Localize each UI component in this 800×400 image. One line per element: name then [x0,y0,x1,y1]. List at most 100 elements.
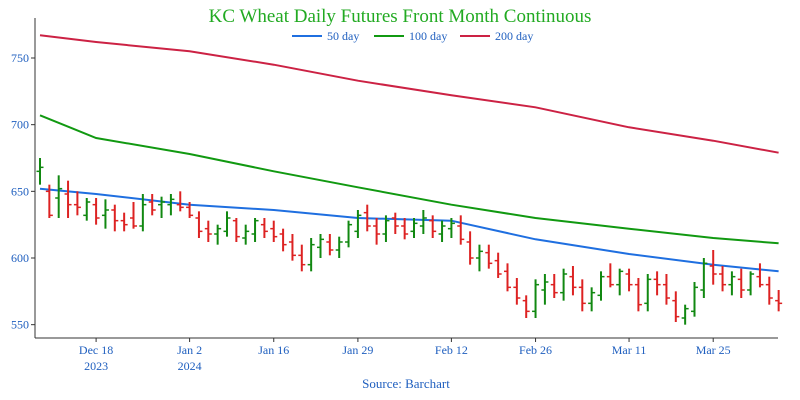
ohlc-bar [214,224,222,245]
ohlc-bar [345,220,353,248]
ohlc-bar [588,287,596,312]
x-tick-label: Feb 12 [435,343,468,357]
ohlc-bar [457,215,465,245]
ohlc-bar [55,175,63,218]
ohlc-bar [625,268,633,292]
ohlc-bar [307,238,315,272]
ohlc-bar [522,295,530,318]
ohlc-bar [541,274,549,305]
ohlc-bar [195,211,203,238]
y-tick-label: 700 [11,118,29,132]
ohlc-bar [532,279,540,318]
y-tick-label: 550 [11,318,29,332]
chart-source: Source: Barchart [362,376,450,391]
ohlc-bar [101,199,109,229]
ohlc-bar [606,263,614,288]
ohlc-bar [204,220,212,242]
ohlc-bar [139,194,147,232]
ohlc-bar [747,271,755,296]
ohlc-bar [73,191,81,216]
ohlc-bar [158,196,166,218]
legend-label: 50 day [327,29,359,43]
y-tick-label: 650 [11,184,29,198]
ohlc-bar [569,266,577,296]
ohlc-bar [466,231,474,265]
ohlc-bar [36,158,44,185]
ohlc-bar [513,278,521,305]
ohlc-bar [186,202,194,218]
ohlc-bar [765,276,773,305]
ohlc-bar [644,274,652,312]
y-tick-label: 750 [11,51,29,65]
ohlc-bar [410,218,418,238]
ohlc-bar [92,198,100,225]
ohlc-bar [167,194,175,216]
ohlc-bar [447,218,455,238]
legend: 50 day 100 day 200 day [292,29,533,43]
ohlc-bar [597,271,605,301]
ohlc-bar [737,268,745,298]
ohlc-bar [485,244,493,269]
ohlc-bar [298,244,306,272]
ohlc-bar [653,271,661,296]
ohlc-bar [662,274,670,305]
ohlc-bar [634,278,642,312]
series-line-50-day [39,187,779,273]
ohlc-bar [700,258,708,298]
ohlc-bar [775,290,783,312]
ohlc-bar [429,215,437,238]
x-tick-label: Jan 29 [342,343,373,357]
ohlc-bar [111,204,119,232]
ohlc-bar [223,211,231,237]
x-tick-label: Jan 2 [177,343,202,357]
x-tick-label: Jan 16 [258,343,289,357]
ohlc-bar [681,304,689,325]
x-tick-year: 2023 [84,359,108,373]
ohlc-bar [130,202,137,229]
ohlc-bar [756,263,764,288]
ohlc-bar [45,184,53,218]
x-tick-label: Mar 25 [696,343,731,357]
ohlc-bar [232,218,240,242]
y-tick-label: 600 [11,251,29,265]
ohlc-bar [251,218,259,242]
ohlc-bar [335,236,343,258]
ohlc-bar [719,266,727,292]
ohlc-bar [382,215,390,242]
x-tick-label: Dec 18 [79,343,113,357]
ohlc-bar [728,271,736,296]
ohlc-bar [317,234,324,258]
x-tick-label: Mar 11 [612,343,647,357]
ohlc-bar [504,263,511,292]
x-tick-label: Feb 26 [519,343,552,357]
ohlc-bar [120,212,128,232]
legend-label: 200 day [495,29,533,43]
ohlc-bar [709,250,717,285]
ohlc-bar [326,234,334,256]
x-axis: Dec 18 2023 Jan 2 2024 Jan 16 Jan 29 Feb 12 Feb… [79,338,731,373]
ohlc-bar [550,274,558,298]
ohlc-bar [616,268,624,296]
ohlc-bar [560,268,568,301]
ohlc-bar [578,279,586,312]
ohlc-bar [270,220,278,242]
ohlc-bar [401,218,409,240]
ohlc-bar [83,198,91,221]
ohlc-bar [64,180,72,218]
y-axis: 550 600 650 700 750 [11,51,35,332]
ohlc-bar [354,210,362,238]
series-line-100-day [39,114,779,245]
ohlc-bar [419,210,427,234]
legend-label: 100 day [409,29,447,43]
chart-title: KC Wheat Daily Futures Front Month Conti… [209,6,592,27]
ohlc-bar [288,234,296,261]
ohlc-bar [363,204,371,232]
ohlc-bar [438,220,446,242]
ohlc-bar [391,212,399,234]
series-line-200-day [39,34,779,154]
ohlc-bar [279,228,287,252]
ohlc-bar [373,218,381,245]
ohlc-bar [494,252,502,278]
ohlc-bar [176,191,184,212]
